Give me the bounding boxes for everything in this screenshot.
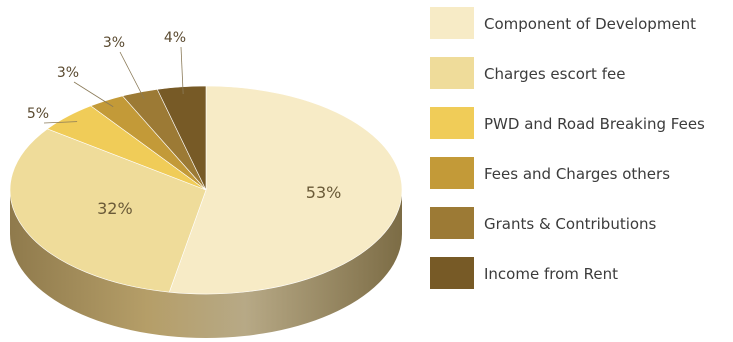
leader-line-fees-and-charges-others (73, 81, 114, 108)
legend-item-charges-escort-fee: Charges escort fee (430, 57, 625, 89)
pie-side-wall (10, 190, 402, 338)
slice-label-charges-escort-fee: 32% (97, 199, 133, 218)
legend-label: Grants & Contributions (484, 215, 657, 233)
leader-line-pwd-and-road-breaking-fees (43, 121, 78, 124)
legend-item-pwd-and-road-breaking-fees: PWD and Road Breaking Fees (430, 107, 705, 139)
legend-swatch (430, 107, 474, 139)
slice-label-fees-and-charges-others: 3% (57, 65, 79, 81)
slice-label-component-of-development: 53% (306, 183, 342, 202)
pie-group: 53% 32% 5% 3% 3% 4% (9, 30, 403, 338)
legend-swatch (430, 7, 474, 39)
slice-label-grants-contributions: 3% (103, 35, 125, 51)
legend-label: Component of Development (484, 15, 696, 33)
legend-swatch (430, 157, 474, 189)
pie-slice-income-from-rent (156, 85, 207, 191)
legend-label: Income from Rent (484, 265, 618, 283)
legend-item-grants-contributions: Grants & Contributions (430, 207, 657, 239)
slice-label-income-from-rent: 4% (164, 30, 186, 46)
legend: Component of Development Charges escort f… (430, 7, 705, 289)
legend-label: Charges escort fee (484, 65, 625, 83)
legend-swatch (430, 207, 474, 239)
slice-label-pwd-and-road-breaking-fees: 5% (27, 106, 49, 122)
legend-item-income-from-rent: Income from Rent (430, 257, 618, 289)
legend-item-component-of-development: Component of Development (430, 7, 696, 39)
leader-line-grants-contributions (119, 51, 145, 100)
legend-swatch (430, 257, 474, 289)
legend-item-fees-and-charges-others: Fees and Charges others (430, 157, 670, 189)
leader-line-income-from-rent (180, 46, 184, 95)
legend-label: PWD and Road Breaking Fees (484, 115, 705, 133)
pie-slice-charges-escort-fee (9, 128, 207, 293)
legend-swatch (430, 57, 474, 89)
pie-slice-component-of-development (168, 85, 403, 295)
legend-label: Fees and Charges others (484, 165, 670, 183)
